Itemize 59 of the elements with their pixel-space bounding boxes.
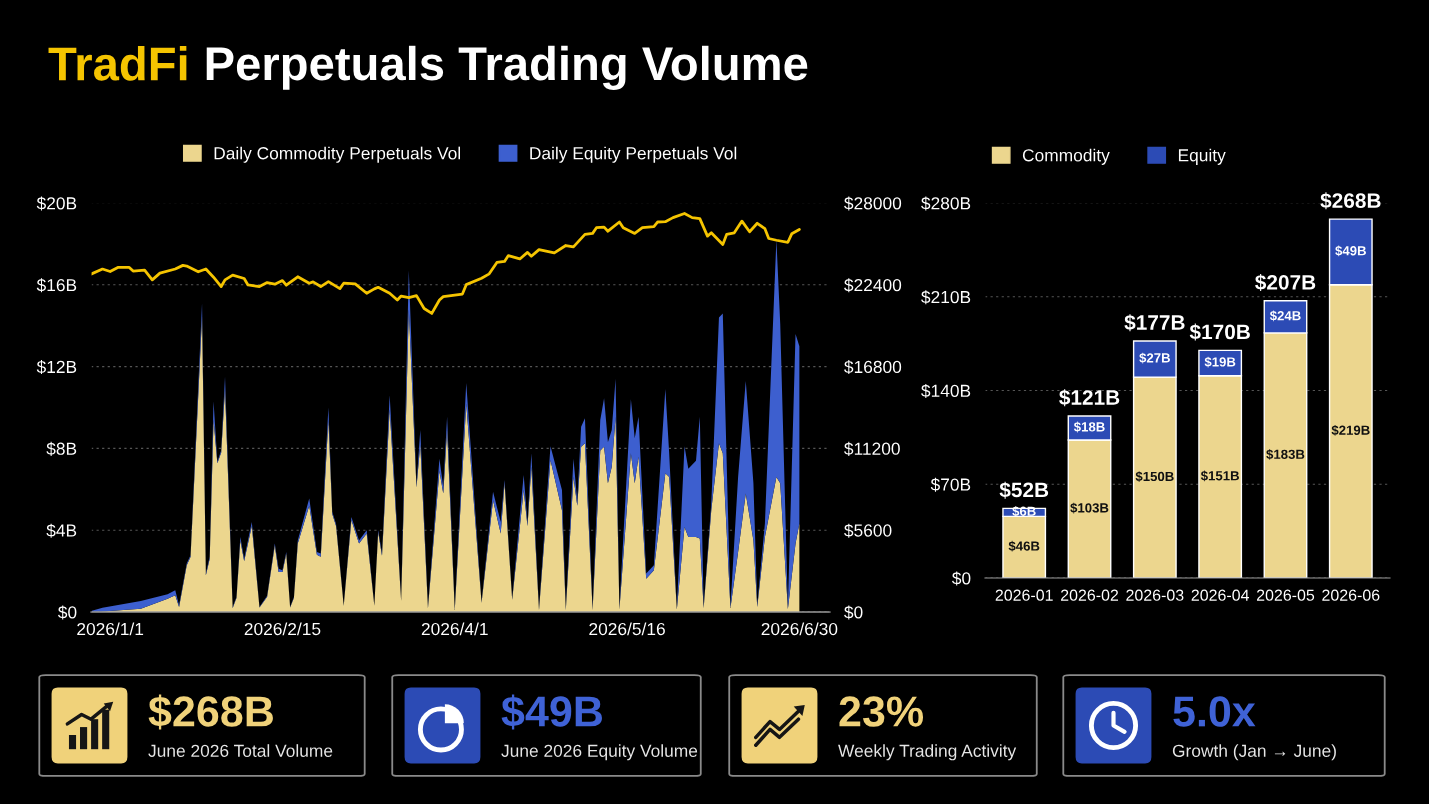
y-tick-label: $20B: [36, 196, 77, 211]
y-tick-label: $16B: [36, 278, 77, 293]
y-tick-label: $8B: [46, 441, 77, 456]
text: $49B: [501, 694, 602, 730]
y-tick-label: $70B: [930, 477, 971, 492]
data-label: $27B: [1139, 352, 1171, 364]
text: Growth (Jan → June): [1172, 744, 1336, 761]
x-tick-label: 2026-04: [1191, 589, 1250, 601]
data-label: $151B: [1200, 470, 1239, 482]
x-tick-label: 2026-03: [1126, 589, 1184, 601]
y-tick-label: $12B: [36, 360, 77, 375]
legend-label: Daily Commodity Perpetuals Vol: [214, 146, 461, 163]
x-tick-label: 2026/2/15: [244, 622, 321, 636]
total-label: $268B: [1320, 192, 1381, 210]
y2-tick-label: $0: [844, 605, 863, 620]
data-label: $219B: [1331, 424, 1370, 436]
data-label: $49B: [1335, 245, 1366, 257]
text: $268B: [148, 694, 273, 730]
legend-label: Commodity: [1022, 148, 1110, 165]
text: 23%: [839, 696, 924, 727]
text: Weekly Trading Activity: [838, 744, 1017, 761]
data-label: $103B: [1070, 502, 1109, 514]
text: June 2026 Total Volume: [148, 744, 333, 757]
y-tick-label: $140B: [921, 383, 971, 398]
y-tick-label: $280B: [921, 196, 971, 211]
data-label: $18B: [1073, 421, 1105, 433]
x-tick-label: 2026-01: [995, 589, 1053, 601]
y2-tick-label: $5600: [844, 523, 892, 538]
x-tick-label: 2026/6/30: [761, 622, 838, 636]
total-label: $177B: [1124, 314, 1185, 332]
data-label: $150B: [1135, 471, 1174, 482]
y2-tick-label: $11200: [844, 441, 900, 456]
y-tick-label: $210B: [921, 290, 971, 305]
data-label: $183B: [1266, 449, 1305, 460]
text: 5.0x: [1173, 696, 1256, 727]
total-label: $121B: [1059, 389, 1120, 407]
y-tick-label: $0: [951, 571, 971, 586]
y2-tick-label: $22400: [844, 278, 902, 293]
x-tick-label: 2026/1/1: [77, 622, 144, 636]
data-label: $46B: [1008, 540, 1040, 552]
data-label: $24B: [1269, 310, 1301, 322]
y-tick-label: $4B: [46, 523, 77, 538]
data-label: $19B: [1204, 356, 1236, 368]
x-tick-label: 2026-05: [1256, 589, 1315, 601]
legend-label: Equity: [1178, 148, 1226, 165]
x-tick-label: 2026-06: [1322, 589, 1380, 601]
chart-title: TradFi Perpetuals Trading Volume: [48, 45, 808, 90]
x-tick-label: 2026/4/1: [421, 622, 488, 636]
y-tick-label: $0: [57, 605, 77, 620]
x-tick-label: 2026/5/16: [589, 622, 665, 636]
legend-label: Daily Equity Perpetuals Vol: [530, 146, 737, 163]
y2-tick-label: $28000: [844, 196, 902, 211]
total-label: $207B: [1255, 274, 1316, 292]
x-tick-label: 2026-02: [1061, 589, 1119, 601]
line-series: [91, 212, 801, 315]
text: June 2026 Equity Volume: [501, 744, 698, 761]
total-label: $52B: [999, 481, 1049, 499]
y2-tick-label: $16800: [844, 360, 902, 375]
total-label: $170B: [1189, 323, 1250, 341]
